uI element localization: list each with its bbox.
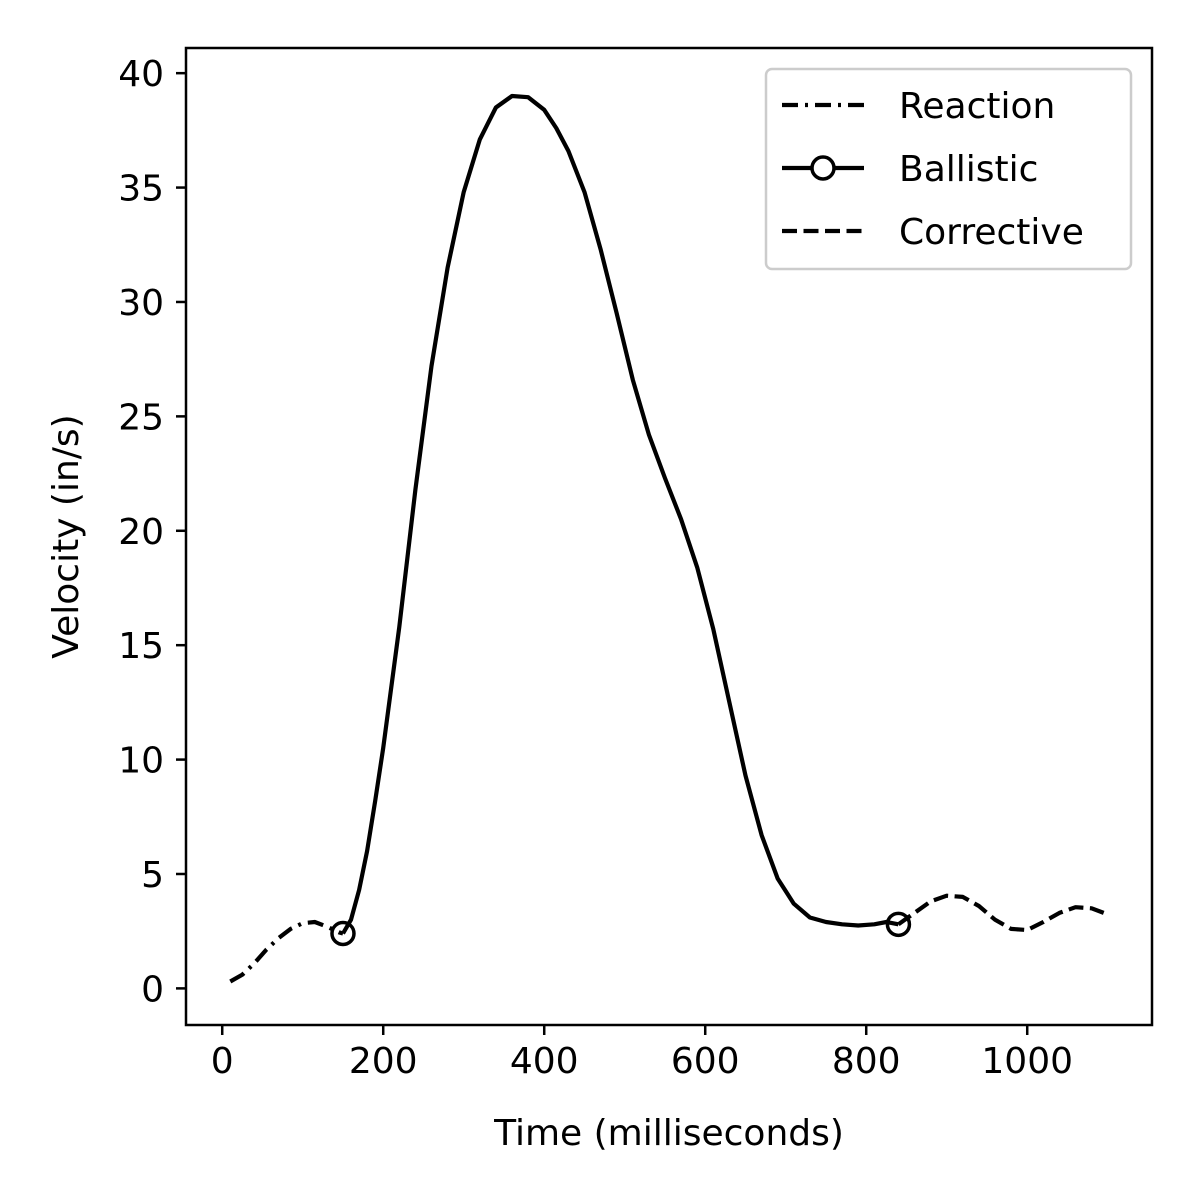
legend-marker-ballistic: [810, 155, 836, 181]
y-tick-label: 40: [118, 54, 164, 95]
series-marker-ballistic: [330, 920, 356, 947]
x-tick-label: 200: [349, 1041, 418, 1082]
x-tick-label: 600: [671, 1041, 740, 1082]
x-tick-label: 800: [832, 1041, 901, 1082]
x-tick-label: 1000: [981, 1041, 1073, 1082]
legend-label-reaction: Reaction: [899, 86, 1055, 127]
legend-box: [764, 67, 1133, 271]
y-tick-label: 30: [118, 283, 164, 324]
axes-frame: [184, 46, 1154, 1027]
x-axis-label: Time (milliseconds): [493, 1113, 844, 1154]
legend-label-corrective: Corrective: [899, 212, 1084, 253]
y-tick-label: 20: [118, 512, 164, 553]
x-axis-ticks: 0 200 400 600 800 1000: [211, 1025, 1073, 1082]
y-axis-label: Velocity (in/s): [46, 414, 87, 658]
series-line-corrective: [897, 893, 1105, 933]
y-tick-label: 0: [141, 969, 164, 1010]
y-tick-label: 25: [118, 397, 164, 438]
y-axis-ticks: 0 5 10 15 20 25 30 35 40: [118, 54, 186, 1010]
series-marker-ballistic: [885, 911, 912, 938]
y-tick-label: 35: [118, 169, 164, 210]
y-tick-label: 15: [118, 626, 164, 667]
x-tick-label: 400: [510, 1041, 579, 1082]
legend: Reaction Ballistic Corrective: [764, 67, 1133, 271]
plot-area: [229, 93, 1105, 984]
y-tick-label: 10: [118, 741, 164, 782]
x-tick-label: 0: [211, 1041, 234, 1082]
legend-label-ballistic: Ballistic: [899, 149, 1038, 190]
series-line-ballistic: [341, 93, 899, 935]
y-tick-label: 5: [141, 855, 164, 896]
series-line-reaction: [229, 919, 344, 984]
